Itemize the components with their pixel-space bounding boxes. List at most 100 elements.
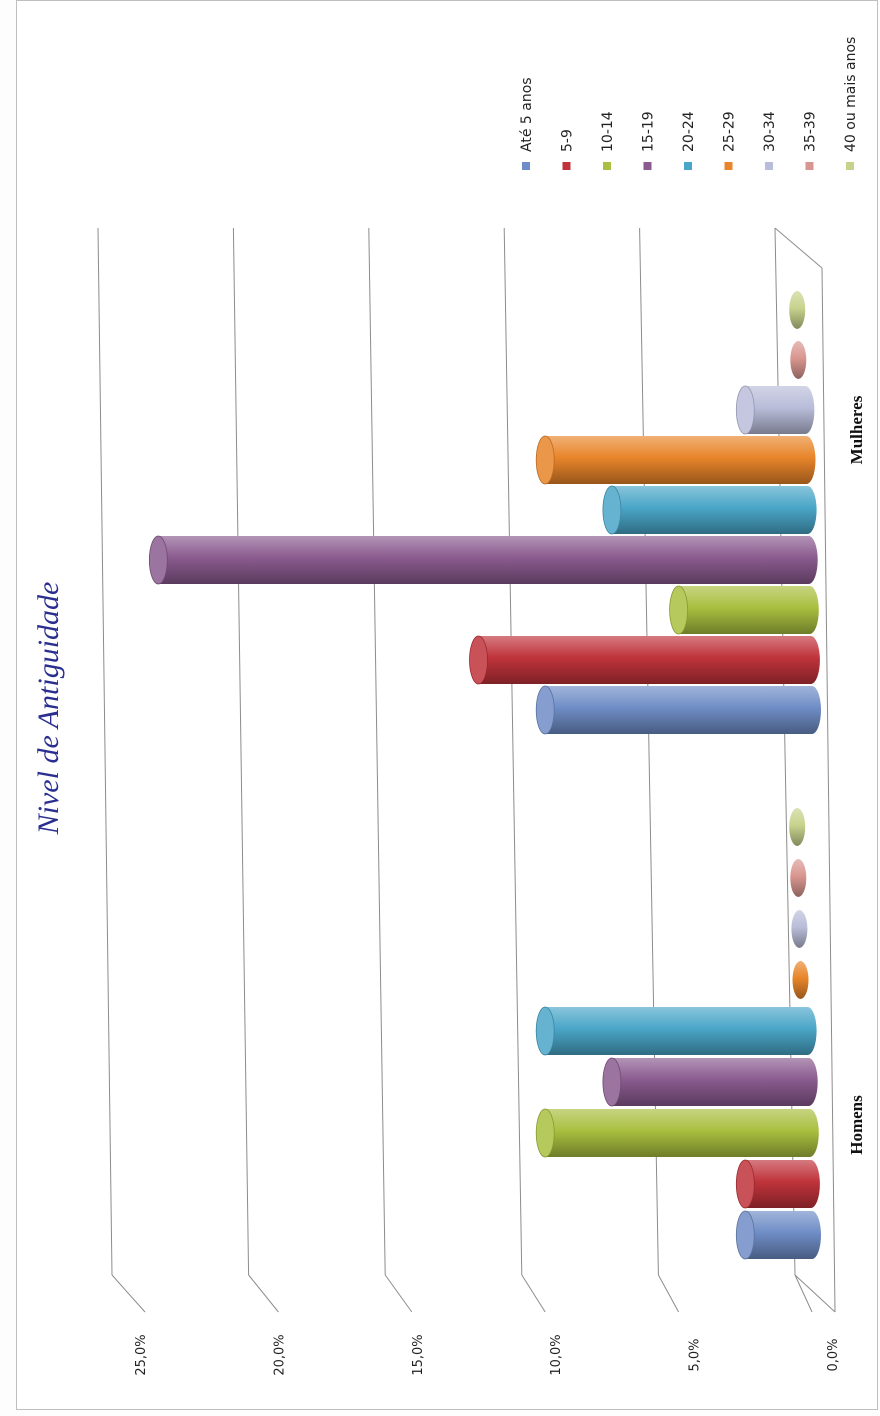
bar-zero-disc xyxy=(791,910,808,948)
legend-swatch xyxy=(643,162,652,170)
bar-zero-disc xyxy=(790,859,807,897)
bar-cap xyxy=(535,1108,555,1158)
bar-base xyxy=(797,436,816,484)
bar-cap xyxy=(669,585,688,635)
category-label: Homens xyxy=(847,1095,866,1155)
bar-homens xyxy=(535,1006,817,1056)
bar-base xyxy=(800,586,819,634)
bar-cap xyxy=(735,385,755,435)
bar-homens xyxy=(735,1159,820,1209)
bar-cap xyxy=(602,485,622,535)
bar-zero-disc xyxy=(792,961,809,999)
legend-swatch xyxy=(805,162,814,170)
floor-line xyxy=(521,1274,546,1313)
bar-mulheres xyxy=(735,385,815,435)
bar-base xyxy=(798,486,817,534)
floor-line xyxy=(384,1274,413,1313)
y-tick-label: 10,0% xyxy=(549,1334,564,1375)
bar-base xyxy=(799,536,818,584)
bar-body xyxy=(158,536,809,584)
bar-base xyxy=(799,1058,818,1106)
legend-label: 15-19 xyxy=(641,111,657,152)
bar-cap xyxy=(535,685,555,735)
legend-swatch xyxy=(522,162,530,170)
bar-homens xyxy=(791,910,808,948)
bar-body xyxy=(611,486,808,534)
legend-label: 20-24 xyxy=(681,111,697,152)
bar-base xyxy=(803,1211,821,1259)
legend-swatch xyxy=(724,162,733,170)
bar-homens xyxy=(735,1210,821,1260)
bar-mulheres xyxy=(789,291,806,329)
gridline xyxy=(97,227,113,1276)
y-tick-label: 0,0% xyxy=(826,1338,841,1371)
labels-layer: 0,0% 5,0% 10,0% 15,0% 20,0% 25,0% Homens Mulher… xyxy=(32,395,866,1375)
floor-edge xyxy=(821,267,836,1313)
chart-title: Nivel de Antiguidade xyxy=(32,582,65,836)
category-label: Mulheres xyxy=(847,395,866,464)
bar-base xyxy=(796,386,815,434)
legend-swatch xyxy=(684,162,692,170)
bar-base xyxy=(801,1160,820,1208)
bar-body xyxy=(545,686,812,734)
y-tick-label: 25,0% xyxy=(134,1334,149,1375)
legend-swatch xyxy=(846,162,854,170)
bar-zero-disc xyxy=(789,291,806,329)
bar-cap xyxy=(535,435,555,485)
legend-label: 5-9 xyxy=(560,129,576,152)
bar-mulheres xyxy=(469,635,820,685)
bar-base xyxy=(798,1007,817,1055)
bar-homens xyxy=(789,808,806,846)
floor-edge xyxy=(774,227,823,269)
bar-homens xyxy=(602,1057,818,1107)
legend-label: Até 5 anos xyxy=(519,77,535,152)
y-tick-label: 15,0% xyxy=(411,1334,426,1375)
bar-body xyxy=(478,636,811,684)
bar-mulheres xyxy=(669,585,819,635)
legend-label: 40 ou mais anos xyxy=(843,37,859,152)
legend: Até 5 anos 5-9 10-14 15-19 20-24 25-29 30-34 35… xyxy=(519,37,859,170)
bars-layer xyxy=(148,291,821,1260)
bar-homens xyxy=(792,961,809,999)
bar-body xyxy=(611,1058,809,1106)
gridline xyxy=(503,227,523,1276)
bar-cap xyxy=(148,535,168,585)
legend-label: 35-39 xyxy=(803,111,819,152)
legend-label: 30-34 xyxy=(762,111,778,152)
bar-base xyxy=(803,686,821,734)
floor-line xyxy=(248,1274,279,1313)
bar-body xyxy=(745,1211,812,1259)
bar-body xyxy=(678,586,810,634)
bar-zero-disc xyxy=(789,808,806,846)
bar-mulheres xyxy=(602,485,817,535)
legend-label: 10-14 xyxy=(600,111,616,152)
floor-line xyxy=(657,1274,680,1313)
bar-base xyxy=(800,1109,819,1157)
floor-edge xyxy=(794,1274,836,1313)
bar-mulheres xyxy=(790,341,807,379)
bar-body xyxy=(545,1007,808,1055)
y-tick-label: 5,0% xyxy=(688,1338,703,1371)
bar-body xyxy=(745,386,806,434)
legend-swatch xyxy=(562,162,571,170)
bar-cap xyxy=(602,1057,622,1107)
bar-mulheres xyxy=(535,685,821,735)
bar-cap xyxy=(735,1159,755,1209)
bar-base xyxy=(801,636,820,684)
y-tick-label: 20,0% xyxy=(272,1334,287,1375)
bar-body xyxy=(545,436,807,484)
legend-swatch xyxy=(765,162,773,170)
legend-label: 25-29 xyxy=(722,111,738,152)
bar-cap xyxy=(469,635,488,685)
gridline xyxy=(232,227,250,1276)
gridline xyxy=(368,227,386,1276)
bar-cap xyxy=(735,1210,755,1260)
bar-cap xyxy=(535,1006,555,1056)
floor-line xyxy=(111,1274,146,1313)
bar-mulheres xyxy=(535,435,816,485)
bar-homens xyxy=(790,859,807,897)
bar-mulheres xyxy=(148,535,818,585)
bar-body xyxy=(545,1109,810,1157)
